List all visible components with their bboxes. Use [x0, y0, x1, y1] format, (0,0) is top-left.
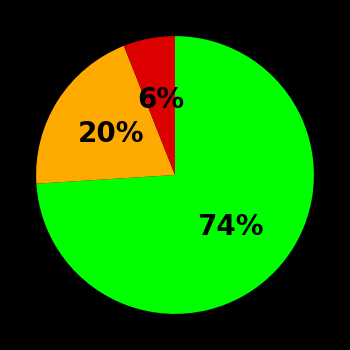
Wedge shape — [124, 36, 175, 175]
Text: 20%: 20% — [77, 120, 144, 148]
Text: 6%: 6% — [137, 86, 184, 114]
Wedge shape — [36, 36, 314, 314]
Text: 74%: 74% — [197, 213, 264, 241]
Wedge shape — [36, 46, 175, 184]
